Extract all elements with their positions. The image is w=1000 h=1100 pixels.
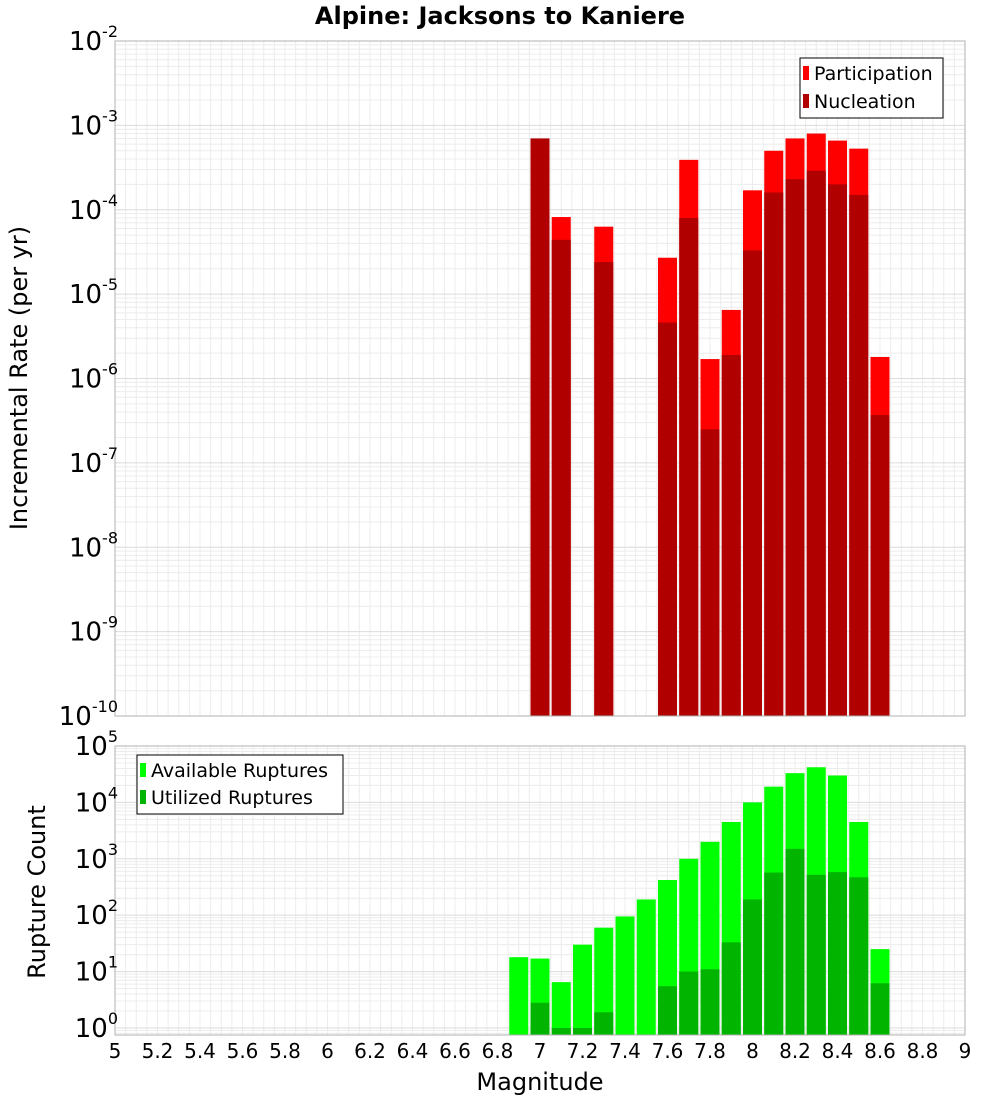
top-y-tick-label: 10-3 [69,106,118,141]
x-tick-label: 7.6 [652,1039,684,1063]
utilized-ruptures-bar [764,872,784,1035]
available-ruptures-bar [615,916,635,1035]
x-tick-label: 9 [959,1039,972,1063]
available-ruptures-bar [573,944,592,1035]
nucleation-bar [551,239,571,716]
utilized-ruptures-bar [849,877,869,1035]
x-tick-label: 8.2 [779,1039,811,1063]
participation-legend-swatch [803,66,809,80]
bottom-y-tick-labels: 100 101 102 103 104 105 [75,727,118,1044]
x-tick-labels: 5 5.2 5.4 5.6 5.8 6 6.2 6.4 6.6 6.8 7 7.2 7.4 7.6 7.8 8… [109,1039,972,1063]
nucleation-bar [721,354,741,716]
bottom-y-tick-label: 102 [75,896,118,931]
utilized-ruptures-bar [828,872,847,1035]
x-axis-label: Magnitude [476,1068,603,1096]
nucleation-bar [594,262,614,716]
utilized-ruptures-bar [721,942,741,1035]
utilized-ruptures-bar [785,848,805,1035]
bottom-plot-frame [114,745,966,1036]
available-ruptures-bar [551,982,571,1035]
available-ruptures-bar [509,957,529,1035]
available-legend-swatch [140,763,146,777]
available-ruptures-bar [594,927,614,1035]
nucleation-bar [700,429,720,716]
top-legend-box [799,57,944,119]
utilized-ruptures-bar [679,971,699,1035]
bottom-legend: Available Ruptures Utilized Ruptures [136,754,344,815]
bottom-legend-box [136,754,344,815]
nucleation-legend-label: Nucleation [814,91,916,113]
top-y-axis-label: Incremental Rate (per yr) [5,226,33,530]
x-tick-label: 6 [321,1039,334,1063]
top-y-tick-label: 10-7 [69,444,118,479]
participation-legend-label: Participation [814,63,933,85]
x-tick-label: 6.2 [354,1039,386,1063]
x-tick-label: 6.4 [397,1039,429,1063]
x-tick-label: 7.8 [694,1039,726,1063]
x-tick-label: 8.8 [907,1039,939,1063]
top-y-tick-labels: 10-10 10-9 10-8 10-7 10-6 10-5 10-4 10-3 10-2 [59,22,118,732]
bottom-y-tick-label: 101 [75,953,118,988]
x-tick-label: 7.2 [567,1039,599,1063]
available-ruptures-bar [636,899,656,1035]
nucleation-bar [828,184,847,717]
utilized-ruptures-bar [658,986,677,1035]
x-tick-label: 5.2 [142,1039,174,1063]
top-y-tick-label: 10-6 [69,360,118,395]
top-plot-frame [114,40,966,717]
top-bars [530,133,890,717]
utilized-ruptures-bar [573,1027,592,1035]
top-y-tick-label: 10-8 [69,528,118,563]
bottom-panel: 100 101 102 103 104 105 Rupture Count Availab… [23,727,971,1096]
utilized-ruptures-bar [806,874,826,1035]
bottom-y-axis-label: Rupture Count [23,805,51,979]
utilized-ruptures-bar [594,1012,614,1035]
utilized-legend-label: Utilized Ruptures [151,787,313,809]
utilized-ruptures-bar [551,1027,571,1035]
top-legend: Participation Nucleation [799,57,944,119]
top-panel: 10-10 10-9 10-8 10-7 10-6 10-5 10-4 10-3 10-2 In… [5,22,966,732]
bottom-y-tick-label: 105 [75,727,118,762]
nucleation-bar [530,138,550,717]
x-tick-label: 6.6 [439,1039,471,1063]
x-tick-label: 8.4 [822,1039,854,1063]
nucleation-bar [679,217,699,716]
nucleation-bar [743,250,762,717]
x-tick-label: 5 [109,1039,122,1063]
nucleation-legend-swatch [803,94,809,108]
nucleation-bar [870,414,890,716]
x-tick-label: 8.6 [864,1039,896,1063]
x-tick-label: 5.4 [184,1039,216,1063]
nucleation-bar [658,322,677,716]
utilized-ruptures-bar [743,899,762,1035]
utilized-ruptures-bar [700,969,720,1035]
x-tick-label: 7 [534,1039,547,1063]
x-tick-label: 6.8 [482,1039,514,1063]
bottom-y-tick-label: 100 [75,1009,118,1044]
bottom-bars [509,767,890,1035]
top-y-tick-label: 10-5 [69,275,118,310]
nucleation-bar [764,192,784,717]
top-y-tick-label: 10-2 [69,22,118,57]
x-tick-label: 7.4 [609,1039,641,1063]
bottom-y-tick-label: 104 [75,783,118,818]
utilized-legend-swatch [140,790,146,804]
top-y-tick-label: 10-9 [69,613,118,648]
x-tick-label: 8 [746,1039,759,1063]
utilized-ruptures-bar [530,1002,550,1035]
available-legend-label: Available Ruptures [151,760,328,782]
bottom-y-tick-label: 103 [75,840,118,875]
x-tick-label: 5.8 [269,1039,301,1063]
top-y-tick-label: 10-4 [69,191,118,226]
top-y-tick-label: 10-10 [59,697,118,732]
chart-title: Alpine: Jacksons to Kaniere [315,2,685,30]
nucleation-bar [785,179,805,716]
nucleation-bar [806,170,826,716]
x-tick-label: 5.6 [227,1039,259,1063]
nucleation-bar [849,194,869,716]
utilized-ruptures-bar [870,983,890,1035]
